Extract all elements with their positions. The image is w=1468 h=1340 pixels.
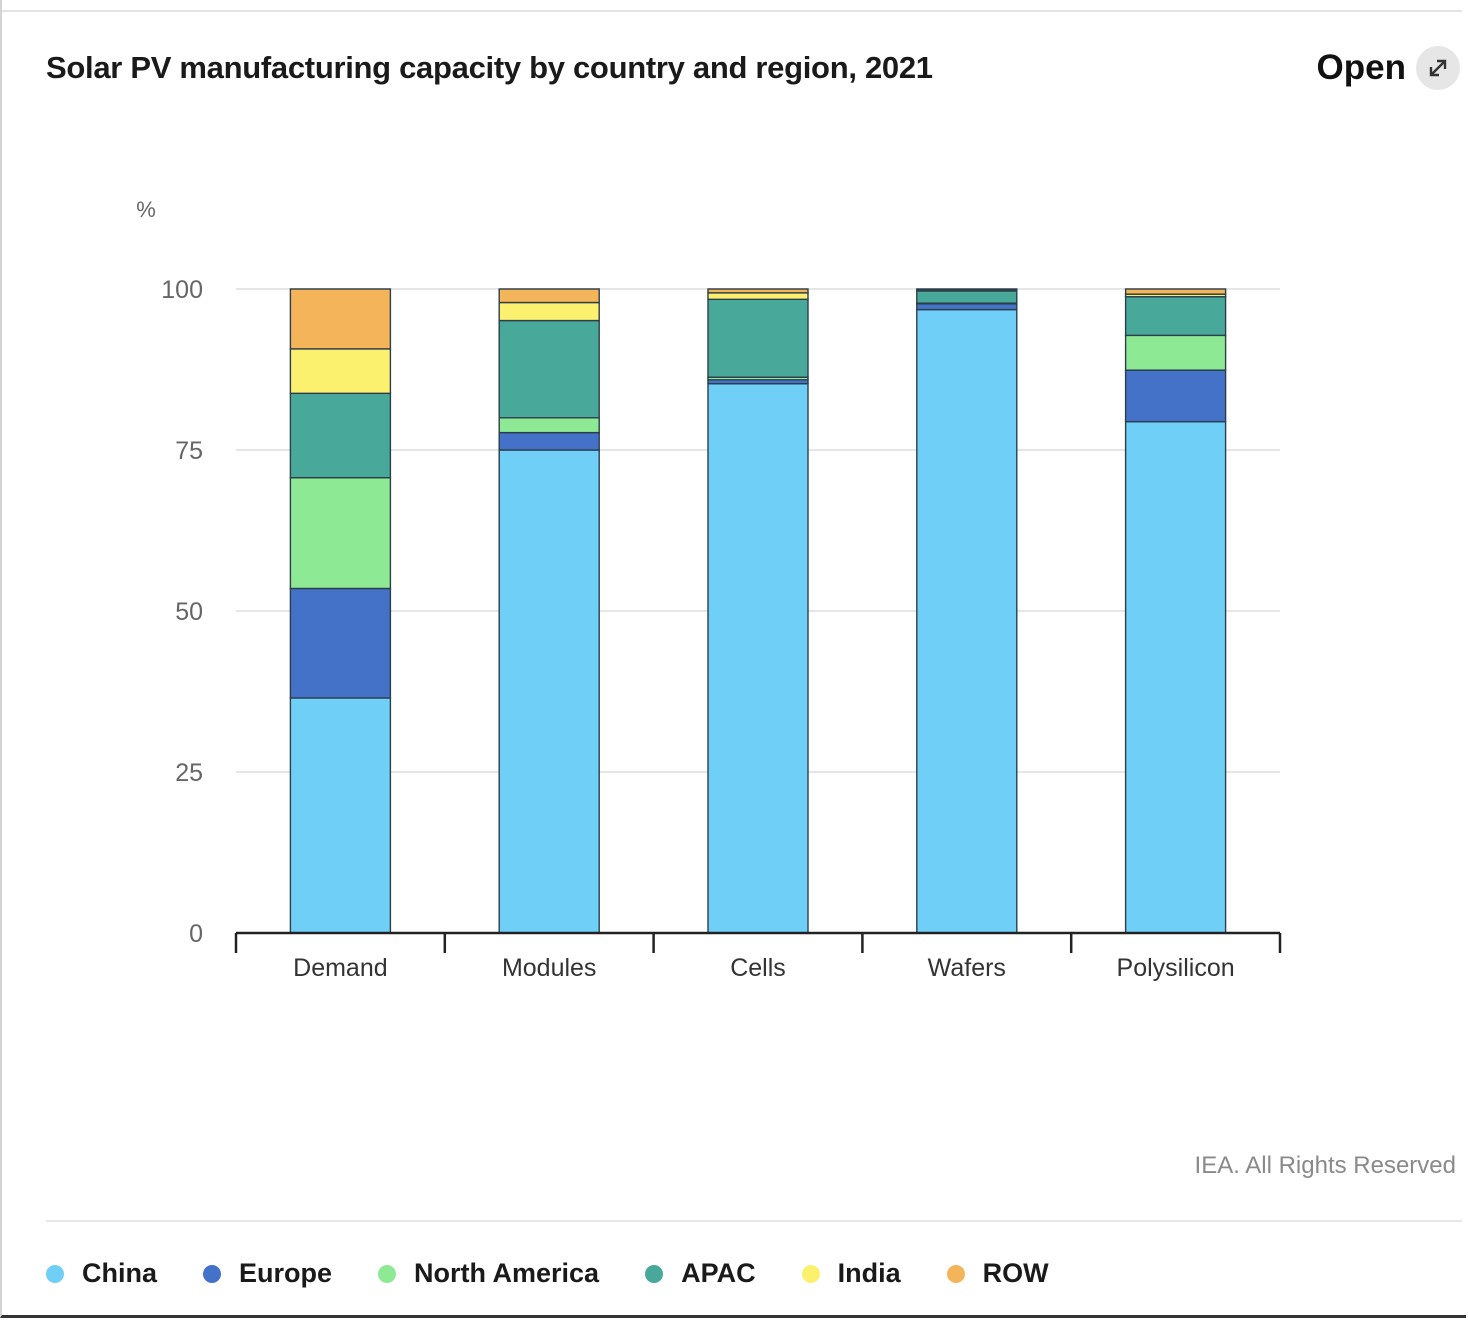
y-tick-label: 75 xyxy=(175,437,203,465)
legend-swatch xyxy=(203,1264,222,1283)
x-tick-label: Polysilicon xyxy=(1117,954,1235,982)
y-tick-label: 50 xyxy=(175,598,203,626)
bar-segment-europe xyxy=(289,587,392,699)
legend-label: India xyxy=(837,1258,901,1288)
bar-segment-europe xyxy=(916,303,1018,311)
bar-segment-europe xyxy=(1124,369,1227,423)
bar-segment-north-america xyxy=(289,476,392,590)
open-label: Open xyxy=(1316,48,1406,87)
y-tick-label: 0 xyxy=(189,920,203,948)
legend-item-china[interactable]: China xyxy=(46,1258,157,1289)
bar-segment-row xyxy=(498,288,600,304)
bar-segment-apac xyxy=(289,392,392,479)
legend-swatch xyxy=(946,1264,965,1283)
bar-segment-row xyxy=(289,288,392,350)
bar-segment-india xyxy=(707,292,809,301)
credit-text: IEA. All Rights Reserved xyxy=(1194,1152,1456,1179)
bar-segment-china xyxy=(498,449,600,934)
legend-label: Europe xyxy=(239,1258,333,1288)
expand-arrows-icon[interactable] xyxy=(1416,46,1460,90)
legend-label: North America xyxy=(414,1258,600,1288)
legend-label: APAC xyxy=(681,1258,756,1288)
chart-title: Solar PV manufacturing capacity by count… xyxy=(46,50,933,85)
legend-item-europe[interactable]: Europe xyxy=(203,1258,332,1289)
bar-segment-china xyxy=(289,697,392,934)
bar-segment-india xyxy=(498,301,600,322)
stacked-bar-chart: % 0 25 50 75 100 Demand Modules Cells Wafers Polys… xyxy=(136,197,1282,982)
legend-item-apac[interactable]: APAC xyxy=(645,1258,756,1289)
bar-segment-apac xyxy=(916,290,1018,304)
legend-item-india[interactable]: India xyxy=(801,1258,901,1289)
legend-swatch xyxy=(645,1264,664,1283)
open-button[interactable]: Open xyxy=(1317,46,1460,90)
bar-segment-row xyxy=(1124,288,1227,295)
legend-label: China xyxy=(82,1258,158,1288)
legend-divider xyxy=(46,1220,1462,1222)
y-tick-label: 25 xyxy=(175,759,203,787)
bar-segment-india xyxy=(289,348,392,395)
y-axis-label: % xyxy=(136,197,156,222)
bar-segment-row xyxy=(707,288,809,294)
bar-segment-china xyxy=(916,308,1018,934)
bar-segment-apac xyxy=(707,298,809,378)
bar-segment-europe xyxy=(498,431,600,451)
x-tick-label: Demand xyxy=(293,954,388,982)
y-tick-label: 100 xyxy=(161,276,203,304)
legend-swatch xyxy=(801,1264,820,1283)
bar-segment-row xyxy=(916,288,1018,291)
x-tick-label: Cells xyxy=(730,954,786,982)
legend-item-row[interactable]: ROW xyxy=(946,1258,1049,1289)
bar-segment-north-america xyxy=(1124,334,1227,371)
top-divider xyxy=(2,10,1462,12)
x-tick-label: Wafers xyxy=(928,954,1006,982)
legend-swatch xyxy=(46,1264,64,1283)
legend-label: ROW xyxy=(982,1258,1049,1288)
legend-swatch xyxy=(378,1264,397,1283)
bar-segment-north-america xyxy=(498,417,600,434)
bar-segment-china xyxy=(1124,420,1227,934)
legend: China Europe North America APAC India ROW xyxy=(46,1258,1049,1289)
x-tick-label: Modules xyxy=(502,954,597,982)
legend-item-north-america[interactable]: North America xyxy=(378,1258,599,1289)
bar-segment-china xyxy=(707,382,809,934)
bar-segment-apac xyxy=(498,319,600,419)
bar-segment-apac xyxy=(1124,296,1227,337)
